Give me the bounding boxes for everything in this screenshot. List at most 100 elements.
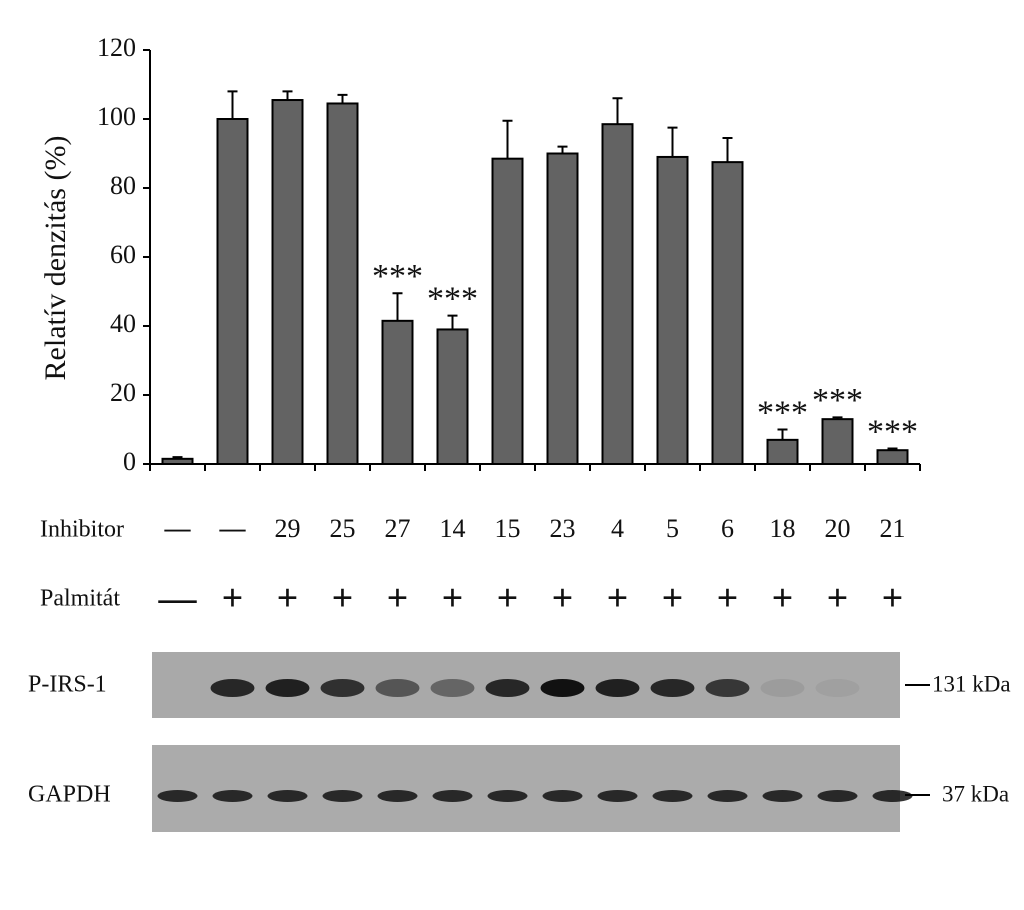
palmitate-label: + bbox=[387, 578, 409, 620]
bar bbox=[766, 438, 799, 466]
palmitate-label: + bbox=[717, 578, 739, 620]
error-bar bbox=[557, 145, 568, 154]
inhibitor-label: 5 bbox=[666, 514, 679, 543]
error-bar bbox=[722, 136, 733, 163]
blot-band bbox=[432, 790, 473, 802]
row-label: Inhibitor bbox=[40, 517, 124, 543]
marker-label: 131 kDa bbox=[932, 671, 1011, 696]
inhibitor-label: 14 bbox=[440, 514, 466, 543]
bar bbox=[546, 152, 579, 465]
y-axis-label: Relatív denzitás (%) bbox=[39, 136, 72, 381]
inhibitor-label: 27 bbox=[385, 514, 411, 543]
bar bbox=[436, 328, 469, 466]
bar bbox=[656, 155, 689, 465]
significance: *** bbox=[757, 394, 808, 431]
blot-label: GAPDH bbox=[28, 782, 111, 808]
bar bbox=[711, 161, 744, 465]
error-bar bbox=[227, 90, 238, 119]
y-tick-label: 0 bbox=[123, 447, 136, 476]
error-bar bbox=[777, 428, 788, 440]
blot-panel bbox=[152, 745, 900, 832]
error-bar bbox=[832, 416, 843, 420]
bar bbox=[271, 99, 304, 466]
marker-label: 37 kDa bbox=[942, 781, 1009, 806]
blot-band bbox=[212, 790, 253, 802]
inhibitor-label: 20 bbox=[825, 514, 851, 543]
error-bar bbox=[337, 93, 348, 104]
inhibitor-label: 21 bbox=[880, 514, 906, 543]
bar bbox=[491, 157, 524, 466]
palmitate-label: + bbox=[607, 578, 629, 620]
blot-band bbox=[595, 679, 640, 697]
blot-band bbox=[210, 679, 255, 697]
blot-band bbox=[817, 790, 858, 802]
bar bbox=[216, 118, 249, 465]
blot-label: P-IRS-1 bbox=[28, 672, 107, 698]
bar bbox=[821, 418, 854, 465]
palmitate-label: + bbox=[222, 578, 244, 620]
y-tick-label: 60 bbox=[110, 240, 136, 269]
blot-band bbox=[760, 679, 805, 697]
palmitate-label: + bbox=[332, 578, 354, 620]
blot-band bbox=[652, 790, 693, 802]
inhibitor-label: 18 bbox=[770, 514, 796, 543]
bar bbox=[876, 449, 909, 466]
y-tick-label: 120 bbox=[97, 33, 136, 62]
blot-band bbox=[322, 790, 363, 802]
error-bar bbox=[612, 97, 623, 125]
inhibitor-label: 29 bbox=[275, 514, 301, 543]
palmitate-label: + bbox=[882, 578, 904, 620]
error-bar bbox=[502, 119, 513, 159]
inhibitor-label: — bbox=[164, 514, 192, 543]
blot-band bbox=[487, 790, 528, 802]
palmitate-label: + bbox=[662, 578, 684, 620]
significance: *** bbox=[812, 382, 863, 419]
row-label: Palmitát bbox=[40, 586, 120, 612]
palmitate-label: + bbox=[277, 578, 299, 620]
blot-band bbox=[542, 790, 583, 802]
palmitate-label: + bbox=[497, 578, 519, 620]
inhibitor-label: 15 bbox=[495, 514, 521, 543]
significance: *** bbox=[427, 280, 478, 317]
y-tick-label: 40 bbox=[110, 309, 136, 338]
blot-band bbox=[377, 790, 418, 802]
palmitate-label: + bbox=[442, 578, 464, 620]
palmitate-label: + bbox=[772, 578, 794, 620]
bar bbox=[161, 457, 194, 466]
blot-band bbox=[762, 790, 803, 802]
blot-band bbox=[430, 679, 475, 697]
bar bbox=[601, 123, 634, 466]
blot-band bbox=[320, 679, 365, 697]
bar bbox=[381, 319, 414, 466]
blot-band bbox=[872, 790, 913, 802]
palmitate-label: + bbox=[552, 578, 574, 620]
error-bar bbox=[887, 447, 898, 451]
blot-band bbox=[157, 790, 198, 802]
significance: *** bbox=[372, 258, 423, 295]
palmitate-label: — bbox=[158, 578, 198, 620]
inhibitor-label: 23 bbox=[550, 514, 576, 543]
significance: *** bbox=[867, 413, 918, 450]
inhibitor-label: 25 bbox=[330, 514, 356, 543]
error-bar bbox=[667, 126, 678, 157]
y-tick-label: 20 bbox=[110, 378, 136, 407]
inhibitor-label: — bbox=[219, 514, 247, 543]
blot-band bbox=[815, 679, 860, 697]
blot-band bbox=[267, 790, 308, 802]
error-bar bbox=[447, 314, 458, 330]
blot-band bbox=[265, 679, 310, 697]
blot-band bbox=[705, 679, 750, 697]
y-tick-label: 80 bbox=[110, 171, 136, 200]
blot-band bbox=[485, 679, 530, 697]
blot-band bbox=[540, 679, 585, 697]
bar bbox=[326, 102, 359, 465]
inhibitor-label: 4 bbox=[611, 514, 624, 543]
error-bar bbox=[392, 292, 403, 321]
palmitate-label: + bbox=[827, 578, 849, 620]
blot-band bbox=[375, 679, 420, 697]
error-bar bbox=[282, 90, 293, 101]
blot-band bbox=[707, 790, 748, 802]
blot-band bbox=[650, 679, 695, 697]
error-bar bbox=[172, 456, 183, 459]
